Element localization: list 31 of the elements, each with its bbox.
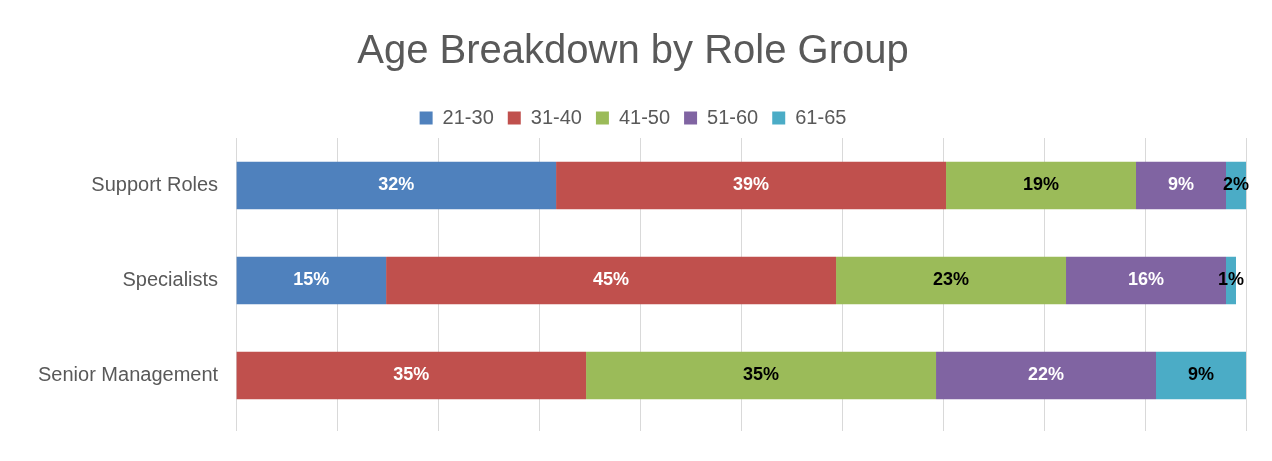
bar	[946, 161, 1137, 210]
data-label: 32%	[378, 174, 415, 195]
legend-label: 21-30	[442, 105, 494, 128]
data-label: 35%	[743, 364, 780, 385]
y-tick-label: Support Roles	[91, 173, 219, 196]
bar	[556, 161, 947, 210]
bar	[836, 256, 1067, 305]
bar	[236, 351, 587, 400]
data-label: 19%	[1023, 174, 1060, 195]
data-label: 39%	[733, 174, 770, 195]
data-label: 45%	[593, 269, 630, 290]
bar	[1156, 351, 1246, 400]
y-tick-label: Specialists	[122, 268, 219, 291]
data-label: 16%	[1127, 269, 1165, 290]
bar	[936, 351, 1157, 400]
bar	[586, 351, 937, 400]
data-label: 9%	[1188, 364, 1215, 385]
bar	[236, 161, 557, 210]
chart-title: Age Breakdown by Role Group	[357, 27, 909, 72]
data-label: 23%	[933, 269, 970, 290]
data-label: 9%	[1168, 174, 1195, 195]
legend-label: 41-50	[618, 105, 671, 128]
legend-label: 51-60	[707, 105, 759, 128]
bar	[236, 256, 387, 305]
y-tick-label: Senior Management	[38, 363, 219, 386]
data-label: 15%	[293, 269, 330, 290]
legend-label: 61-65	[795, 105, 847, 128]
legend-label: 31-40	[530, 105, 582, 128]
data-label: 22%	[1028, 364, 1065, 385]
bar	[386, 256, 837, 305]
data-label: 35%	[393, 364, 430, 385]
